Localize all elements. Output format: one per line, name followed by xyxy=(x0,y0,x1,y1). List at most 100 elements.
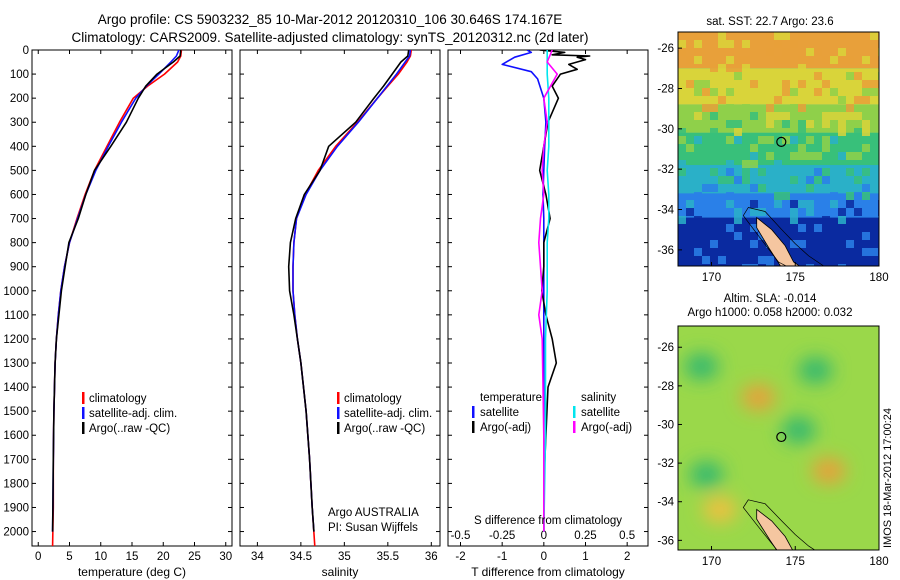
sst-pixel xyxy=(862,256,870,264)
sst-pixel xyxy=(822,32,830,40)
sst-pixel xyxy=(782,120,790,128)
sst-pixel xyxy=(758,256,766,264)
depth-tick-label: 700 xyxy=(10,214,29,226)
sst-pixel xyxy=(718,240,726,248)
temperature-x-tick-label: 5 xyxy=(66,551,72,563)
sst-pixel xyxy=(838,48,846,56)
sst-pixel xyxy=(750,160,758,168)
sst-station-marker xyxy=(776,136,787,147)
sst-pixel xyxy=(766,120,774,128)
sst-pixel xyxy=(822,120,830,128)
sst-pixel xyxy=(734,120,742,128)
sst-map-axes: 170 175 180 -26 -28 -30 -32 -34 -36 xyxy=(657,43,888,284)
sst-pixel xyxy=(822,112,830,120)
sst-pixel xyxy=(846,72,854,80)
sst-pixel xyxy=(870,80,878,88)
sla-field xyxy=(684,353,846,523)
bathymetry-contour xyxy=(742,499,816,550)
sst-pixel xyxy=(702,88,710,96)
sst-pixel xyxy=(710,128,718,136)
sst-pixel xyxy=(750,200,758,208)
sst-pixel xyxy=(862,80,870,88)
sst-pixel xyxy=(694,32,702,40)
sst-pixel xyxy=(694,248,702,256)
sst-pixel xyxy=(838,112,846,120)
sst-pixel xyxy=(694,88,702,96)
sst-pixel xyxy=(694,192,702,200)
sla-station-marker xyxy=(776,431,787,443)
sla-map-lon-label: 180 xyxy=(869,556,888,568)
sst-pixel xyxy=(774,40,782,48)
sst-pixel xyxy=(774,264,782,266)
sst-pixel xyxy=(798,128,806,136)
sst-pixel xyxy=(702,184,710,192)
difference-x-tick-label: -2 xyxy=(455,551,465,563)
sst-pixel xyxy=(774,192,782,200)
sst-pixel xyxy=(870,88,878,96)
depth-tick-label: 600 xyxy=(10,189,29,201)
land-new-zealand xyxy=(756,508,794,550)
sst-pixel xyxy=(782,88,790,96)
difference-line-1 xyxy=(538,50,591,532)
difference-legend: temperature salinity satellite Argo(-adj) sa… xyxy=(472,392,632,434)
sla-map-panel: Altim. SLA: -0.014 Argo h1000: 0.058 h20… xyxy=(657,293,888,568)
sst-pixel xyxy=(734,176,742,184)
sst-pixel xyxy=(734,56,742,64)
sst-pixel xyxy=(870,248,878,256)
sla-map-lon-label: 175 xyxy=(786,556,805,568)
temperature-x-tick-label: 25 xyxy=(188,551,201,563)
sst-pixel xyxy=(830,192,838,200)
depth-tick-label: 1200 xyxy=(3,334,29,346)
temperature-line-2 xyxy=(51,50,182,532)
sst-pixel xyxy=(726,136,734,144)
sst-pixel xyxy=(830,56,838,64)
sst-pixel xyxy=(846,200,854,208)
sst-pixel xyxy=(806,136,814,144)
sst-pixel xyxy=(742,168,750,176)
sst-pixel xyxy=(726,160,734,168)
salinity-x-axis: 34 34.5 35 35.5 36 xyxy=(251,50,438,563)
sst-pixel xyxy=(806,264,814,266)
legend-label: satellite-adj. clim. xyxy=(89,408,177,420)
sst-pixel xyxy=(718,40,726,48)
sst-pixel xyxy=(798,120,806,128)
sst-pixel xyxy=(798,56,806,64)
depth-tick-label: 1000 xyxy=(3,286,29,298)
salinity-x-tick-label: 35 xyxy=(338,551,351,563)
sst-pixel xyxy=(774,112,782,120)
sst-pixel xyxy=(766,264,774,266)
legend-swatch xyxy=(472,406,475,418)
sst-pixel xyxy=(822,176,830,184)
sst-pixel xyxy=(862,168,870,176)
sla-map-title-line-1: Altim. SLA: -0.014 xyxy=(724,293,817,305)
sst-pixel xyxy=(782,192,790,200)
salinity-x-tick-label: 34.5 xyxy=(290,551,312,563)
sst-pixel xyxy=(806,48,814,56)
sst-pixel xyxy=(766,112,774,120)
sst-pixel xyxy=(798,248,806,256)
sst-pixel xyxy=(686,80,694,88)
t-difference-label: T difference from climatology xyxy=(471,565,625,579)
sst-pixel xyxy=(790,176,798,184)
sst-pixel xyxy=(806,120,814,128)
sst-pixel xyxy=(822,136,830,144)
argo-program-label: Argo AUSTRALIA xyxy=(328,507,419,519)
sst-pixel xyxy=(766,152,774,160)
sla-low-feature xyxy=(689,461,724,488)
sst-pixel xyxy=(782,56,790,64)
sst-pixel xyxy=(814,232,822,240)
sla-map-lon-label: 170 xyxy=(702,556,721,568)
legend-swatch xyxy=(82,392,85,404)
sst-pixel xyxy=(862,120,870,128)
sst-pixel xyxy=(766,104,774,112)
sst-pixel xyxy=(742,40,750,48)
sst-pixel xyxy=(854,208,862,216)
depth-tick-label: 1400 xyxy=(3,382,29,394)
sst-pixel xyxy=(758,184,766,192)
legend-title-temperature: temperature xyxy=(480,392,542,404)
sst-pixel xyxy=(830,136,838,144)
difference-depth-ticks xyxy=(448,49,648,533)
sst-pixel xyxy=(814,88,822,96)
sst-pixel xyxy=(838,216,846,224)
sst-pixel xyxy=(726,120,734,128)
